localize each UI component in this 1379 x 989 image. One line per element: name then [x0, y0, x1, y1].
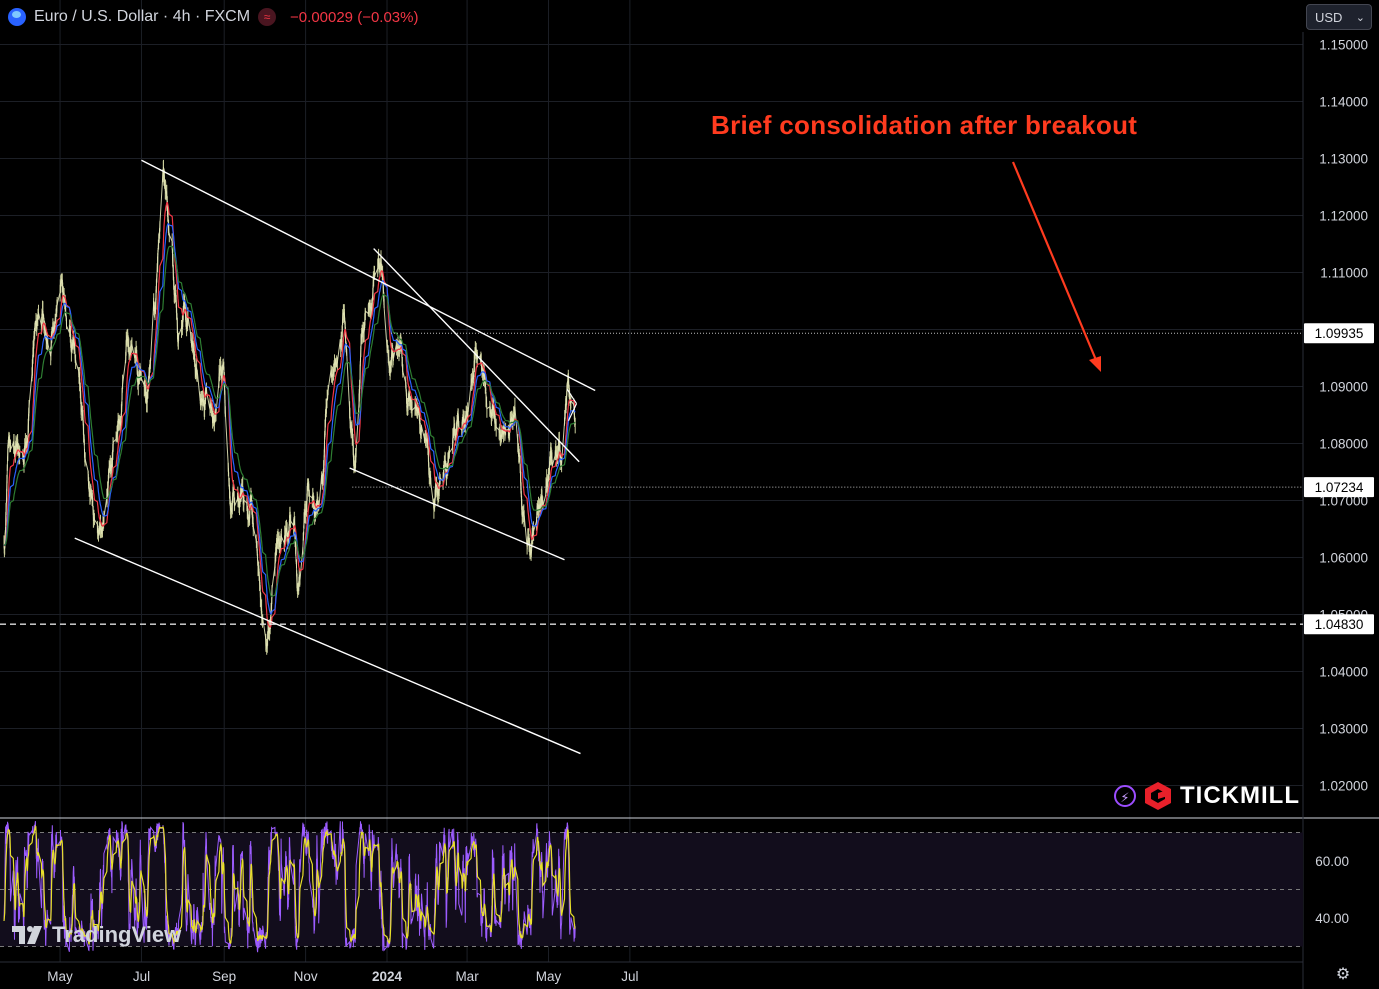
- trendline-1[interactable]: [141, 159, 596, 392]
- price-tick-label: 1.04000: [1319, 665, 1368, 680]
- currency-label: USD: [1315, 9, 1343, 25]
- price-tick-label: 1.12000: [1319, 209, 1368, 224]
- price-tick-label: 1.07000: [1319, 494, 1368, 509]
- oscillator-tick-label: 40.00: [1315, 911, 1349, 926]
- price-tick-label: 1.14000: [1319, 95, 1368, 110]
- price-tick-label: 1.06000: [1319, 551, 1368, 566]
- grid: [0, 0, 1303, 962]
- time-tick-label: Jul: [133, 969, 150, 984]
- time-tick-label: May: [536, 969, 562, 984]
- settings-gear-icon[interactable]: ⚙: [1335, 966, 1351, 983]
- symbol-flag-icon: [8, 8, 26, 26]
- price-label: 1.07234: [1315, 480, 1364, 495]
- price-tick-label: 1.11000: [1320, 266, 1368, 281]
- price-label: 1.04830: [1315, 617, 1364, 632]
- oscillator-tick-label: 60.00: [1315, 854, 1349, 869]
- bolt-icon[interactable]: ⚡: [1114, 785, 1136, 807]
- price-tick-label: 1.15000: [1319, 38, 1368, 53]
- tickmill-wordmark: TICKMILL: [1180, 782, 1300, 809]
- moving-average-3[interactable]: [3, 245, 576, 598]
- trendline-4[interactable]: [349, 467, 565, 561]
- time-tick-label: Nov: [294, 969, 318, 984]
- price-label-box: [1304, 614, 1374, 635]
- price-tick-label: 1.13000: [1319, 152, 1368, 167]
- time-axis[interactable]: May Jul Sep Nov 2024 Mar May Jul: [47, 969, 638, 984]
- price-tick-label: 1.08000: [1319, 437, 1368, 452]
- time-tick-label: 2024: [372, 969, 403, 984]
- time-tick-label: Jul: [621, 969, 638, 984]
- chart-header: Euro / U.S. Dollar · 4h · FXCM ≈ −0.0002…: [8, 4, 418, 30]
- price-axis[interactable]: 1.150001.140001.130001.120001.110001.100…: [1304, 38, 1374, 794]
- tickmill-logo: ⚡ TICKMILL: [1114, 781, 1300, 811]
- tradingview-wordmark: TradingView: [52, 922, 182, 947]
- oscillator-pane[interactable]: 60.00 40.00: [0, 821, 1349, 953]
- trendline-3[interactable]: [373, 248, 580, 463]
- price-tick-label: 1.09000: [1319, 380, 1368, 395]
- time-tick-label: May: [47, 969, 73, 984]
- moving-average-2[interactable]: [3, 223, 576, 615]
- tradingview-icon: [12, 926, 42, 944]
- consolidation-triangle[interactable]: [566, 389, 578, 421]
- price-label-box: [1304, 323, 1374, 344]
- currency-select[interactable]: USD ⌄: [1306, 4, 1372, 30]
- price-label-box: [1304, 477, 1374, 498]
- chevron-down-icon: ⌄: [1355, 11, 1365, 24]
- price-tick-label: 1.03000: [1319, 722, 1368, 737]
- chart-annotation: Brief consolidation after breakout: [711, 110, 1138, 140]
- price-label: 1.09935: [1315, 326, 1364, 341]
- tradingview-logo: TradingView: [12, 922, 181, 948]
- symbol-title[interactable]: Euro / U.S. Dollar · 4h · FXCM: [34, 8, 251, 25]
- price-tick-label: 1.02000: [1319, 779, 1368, 794]
- moving-average-1[interactable]: [3, 201, 576, 628]
- annotation-arrow: [1011, 161, 1101, 372]
- trendline-2[interactable]: [74, 537, 581, 755]
- indicator-icon[interactable]: ≈: [258, 8, 277, 26]
- time-tick-label: Mar: [455, 969, 479, 984]
- price-close-line: [3, 166, 576, 649]
- time-tick-label: Sep: [212, 969, 236, 984]
- tickmill-icon: [1145, 782, 1171, 810]
- oscillator-signal-line: [3, 824, 576, 945]
- price-change: −0.00029 (−0.03%): [290, 8, 419, 26]
